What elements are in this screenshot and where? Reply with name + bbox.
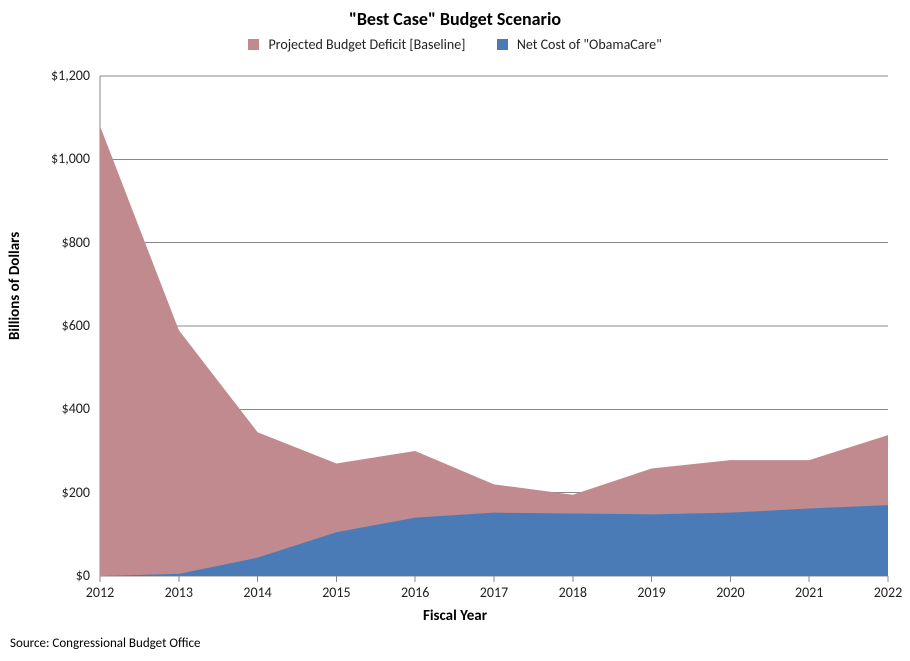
legend-item-baseline: Projected Budget Deficit [Baseline] <box>248 36 465 53</box>
y-tick-label: $1,200 <box>0 67 90 84</box>
plot-area <box>100 76 888 576</box>
source-citation: Source: Congressional Budget Office <box>10 636 200 651</box>
x-tick-label: 2021 <box>779 584 839 601</box>
x-tick-label: 2016 <box>385 584 445 601</box>
x-tick-label: 2019 <box>622 584 682 601</box>
legend-label-baseline: Projected Budget Deficit [Baseline] <box>268 36 465 53</box>
legend-label-obamacare: Net Cost of "ObamaCare" <box>517 36 662 53</box>
x-tick-label: 2018 <box>543 584 603 601</box>
area-baseline <box>100 126 888 576</box>
x-tick-label: 2020 <box>700 584 760 601</box>
x-tick-label: 2022 <box>858 584 910 601</box>
y-tick-label: $1,000 <box>0 150 90 167</box>
x-tick-label: 2012 <box>70 584 130 601</box>
legend-item-obamacare: Net Cost of "ObamaCare" <box>497 36 662 53</box>
chart-legend: Projected Budget Deficit [Baseline] Net … <box>0 36 910 53</box>
x-tick-label: 2015 <box>306 584 366 601</box>
x-tick-label: 2013 <box>149 584 209 601</box>
chart-title: "Best Case" Budget Scenario <box>0 8 910 30</box>
legend-swatch-baseline <box>248 39 259 50</box>
chart-container: "Best Case" Budget Scenario Projected Bu… <box>0 0 910 661</box>
y-tick-label: $400 <box>0 400 90 417</box>
legend-swatch-obamacare <box>497 39 508 50</box>
y-tick-label: $600 <box>0 317 90 334</box>
x-axis-label: Fiscal Year <box>0 607 910 625</box>
x-tick-label: 2014 <box>228 584 288 601</box>
y-tick-label: $200 <box>0 484 90 501</box>
x-tick-label: 2017 <box>464 584 524 601</box>
plot-svg <box>100 76 888 576</box>
y-tick-label: $0 <box>0 567 90 584</box>
y-tick-label: $800 <box>0 234 90 251</box>
